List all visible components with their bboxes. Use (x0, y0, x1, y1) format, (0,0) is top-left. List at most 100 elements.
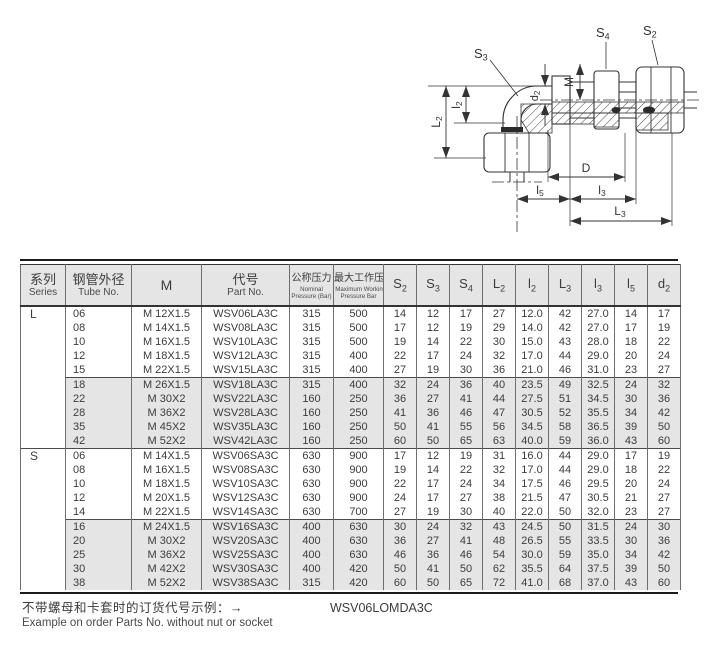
table-cell: 900 (333, 448, 384, 463)
table-cell: 59 (548, 434, 582, 449)
table-cell: 38 (482, 491, 516, 505)
table-cell: 630 (333, 548, 384, 562)
table-cell: 315 (289, 377, 334, 392)
table-cell: WSV10SA3C (201, 477, 290, 491)
table-cell: 19 (383, 463, 417, 477)
col-header-L3: L3 (548, 264, 582, 307)
table-cell: 630 (333, 534, 384, 548)
table-cell: M 30X2 (131, 392, 202, 406)
table-cell: 50 (383, 562, 417, 576)
table-cell: 12 (416, 321, 450, 335)
table-row: 10 M 18X1.5 WSV10SA3C 630 900 22 17 24 34 17.5 46 2… (21, 477, 681, 491)
table-cell: 36.5 (581, 420, 615, 434)
table-cell: 39 (614, 420, 648, 434)
table-cell: 500 (333, 321, 384, 335)
spec-table-body: L 06 M 12X1.5 WSV06LA3C 315 500 14 12 17 27 12.0 42… (20, 305, 681, 590)
table-cell: 24 (614, 519, 648, 534)
table-cell: 19 (647, 448, 681, 463)
table-row: 38 M 52X2 WSV38SA3C 315 420 60 50 65 72 41.0 68 37.… (21, 576, 681, 590)
table-row: L 06 M 12X1.5 WSV06LA3C 315 500 14 12 17 27 12.0 42… (20, 305, 681, 449)
table-cell: 65 (449, 576, 483, 590)
table-cell: 44 (548, 448, 582, 463)
table-cell: 50 (647, 420, 681, 434)
table-cell: 420 (333, 576, 384, 590)
table-cell: WSV25SA3C (201, 548, 290, 562)
table-cell: 60 (383, 434, 417, 449)
table-cell: 250 (333, 420, 384, 434)
table-cell: 49 (548, 377, 582, 392)
col-header-max-pressure: 最大工作压力 Maximum Working Pressure Bar (333, 264, 384, 307)
table-cell: 10 (65, 477, 132, 491)
table-cell: 72 (482, 576, 516, 590)
col-header-S4: S4 (449, 264, 483, 307)
table-cell: 17.0 (515, 463, 549, 477)
table-cell: 27.5 (515, 392, 549, 406)
table-cell: 32 (647, 377, 681, 392)
table-cell: 35.5 (515, 562, 549, 576)
table-cell: 26.5 (515, 534, 549, 548)
table-cell: 28 (65, 406, 132, 420)
table-cell: 29.5 (581, 477, 615, 491)
table-cell: 23 (614, 363, 648, 378)
label-d2: d2 (529, 90, 542, 101)
table-row: 14 M 22X1.5 WSV14SA3C 630 700 27 19 30 40 22.0 50 3… (21, 505, 681, 520)
table-cell: 17 (647, 305, 681, 321)
table-cell: 24 (416, 519, 450, 534)
table-cell: 30 (614, 392, 648, 406)
col-header-m: M (131, 264, 202, 307)
table-cell: 22 (449, 463, 483, 477)
table-cell: WSV18LA3C (201, 377, 290, 392)
table-cell: 34 (482, 477, 516, 491)
table-cell: 44 (548, 349, 582, 363)
table-cell: 55 (449, 420, 483, 434)
table-cell: 43 (482, 519, 516, 534)
table-cell: 23.5 (515, 377, 549, 392)
label-S3: S3 (474, 46, 488, 63)
table-row: 35 M 45X2 WSV35LA3C 160 250 50 41 55 56 34.5 58 36.… (21, 420, 681, 434)
col-header-d2: d2 (647, 264, 681, 307)
table-cell: 17.5 (515, 477, 549, 491)
table-row: 28 M 36X2 WSV28LA3C 160 250 41 36 46 47 30.5 52 35.… (21, 406, 681, 420)
table-row: 08 M 14X1.5 WSV08LA3C 315 500 17 12 19 29 14.0 42 2… (21, 321, 681, 335)
table-cell: 250 (333, 406, 384, 420)
table-cell: M 22X1.5 (131, 505, 202, 520)
table-cell: 24.5 (515, 519, 549, 534)
table-cell: 19 (416, 505, 450, 520)
label-L3: L3 (614, 204, 626, 219)
table-cell: 42 (647, 548, 681, 562)
table-cell: WSV15LA3C (201, 363, 290, 378)
table-cell: 46 (548, 363, 582, 378)
table-cell: 46 (449, 548, 483, 562)
table-cell: 400 (289, 548, 334, 562)
table-cell: M 12X1.5 (131, 305, 202, 321)
table-row: 08 M 16X1.5 WSV08SA3C 630 900 19 14 22 32 17.0 44 2… (21, 463, 681, 477)
table-cell: 08 (65, 321, 132, 335)
table-cell: 630 (289, 477, 334, 491)
table-cell: 29.0 (581, 463, 615, 477)
table-cell: 46 (449, 406, 483, 420)
table-cell: 24 (614, 377, 648, 392)
table-cell: 17 (383, 448, 417, 463)
table-cell: 160 (289, 420, 334, 434)
table-cell: 24 (647, 477, 681, 491)
table-cell: 62 (482, 562, 516, 576)
table-cell: WSV38SA3C (201, 576, 290, 590)
table-cell: WSV12LA3C (201, 349, 290, 363)
table-cell: 43 (614, 434, 648, 449)
table-cell: 50 (416, 576, 450, 590)
table-cell: 160 (289, 406, 334, 420)
table-cell: 50 (449, 562, 483, 576)
table-cell: WSV22LA3C (201, 392, 290, 406)
table-cell: 22 (383, 477, 417, 491)
table-cell: 43 (548, 335, 582, 349)
table-cell: M 22X1.5 (131, 363, 202, 378)
table-row: 30 M 42X2 WSV30SA3C 400 420 50 41 50 62 35.5 64 37.… (21, 562, 681, 576)
table-cell: 50 (548, 505, 582, 520)
table-cell: 25 (65, 548, 132, 562)
table-cell: 19 (647, 321, 681, 335)
table-cell: 36 (383, 534, 417, 548)
col-header-L2: L2 (482, 264, 516, 307)
table-cell: 30 (449, 363, 483, 378)
table-cell: 60 (383, 576, 417, 590)
table-cell: 42 (548, 305, 582, 321)
